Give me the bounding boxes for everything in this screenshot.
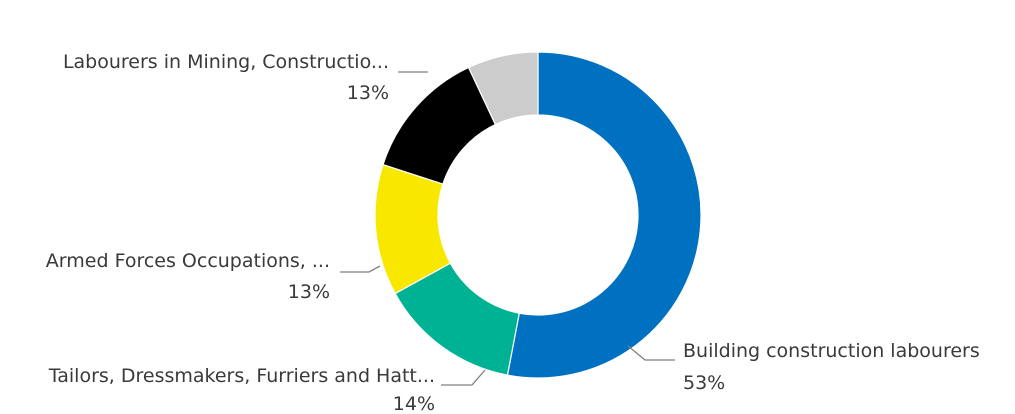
- leader-line-building: [627, 345, 675, 361]
- donut-slices: [374, 51, 702, 379]
- slice-label-armed-forces: Armed Forces Occupations, ...: [46, 250, 330, 272]
- slice-value-tailors: 14%: [393, 393, 435, 414]
- slice-other: [467, 51, 539, 126]
- slice-label-tailors: Tailors, Dressmakers, Furriers and Hatt.…: [48, 365, 435, 387]
- leader-line-tailors: [441, 369, 486, 386]
- slice-value-armed-forces: 13%: [288, 281, 330, 303]
- slice-label-labourers-mining: Labourers in Mining, Constructio...: [63, 51, 389, 73]
- slice-value-building: 53%: [683, 372, 725, 394]
- slice-value-labourers-mining: 13%: [347, 82, 389, 104]
- slice-building-construction: [506, 51, 702, 379]
- leader-line-armed-forces: [340, 265, 381, 273]
- slice-label-building: Building construction labourers: [683, 340, 980, 362]
